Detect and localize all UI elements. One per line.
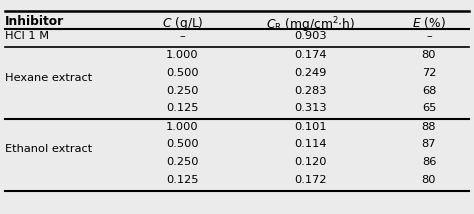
Text: –: – xyxy=(180,31,185,42)
Text: 0.172: 0.172 xyxy=(294,175,327,185)
Text: 0.101: 0.101 xyxy=(294,122,327,132)
Text: Inhibitor: Inhibitor xyxy=(5,15,64,28)
Text: HCl 1 M: HCl 1 M xyxy=(5,31,49,42)
Text: –: – xyxy=(426,31,432,42)
Text: $\mathit{C}$ (g/L): $\mathit{C}$ (g/L) xyxy=(162,15,203,32)
Text: 65: 65 xyxy=(422,103,436,113)
Text: 80: 80 xyxy=(422,50,436,60)
Text: 87: 87 xyxy=(422,140,436,150)
Text: 0.500: 0.500 xyxy=(166,68,199,78)
Text: 80: 80 xyxy=(422,175,436,185)
Text: 0.903: 0.903 xyxy=(294,31,327,42)
Text: 1.000: 1.000 xyxy=(166,122,199,132)
Text: 0.250: 0.250 xyxy=(166,157,199,167)
Text: 0.283: 0.283 xyxy=(294,86,327,96)
Text: 68: 68 xyxy=(422,86,436,96)
Text: Hexane extract: Hexane extract xyxy=(5,73,92,83)
Text: 72: 72 xyxy=(422,68,436,78)
Text: 0.250: 0.250 xyxy=(166,86,199,96)
Text: Ethanol extract: Ethanol extract xyxy=(5,144,92,154)
Text: 86: 86 xyxy=(422,157,436,167)
Text: $\mathit{C}_{\rm R}$ (mg/cm$^{2}$$\cdot$h): $\mathit{C}_{\rm R}$ (mg/cm$^{2}$$\cdot$… xyxy=(266,15,355,35)
Text: $\mathit{E}$ (%): $\mathit{E}$ (%) xyxy=(412,15,446,30)
Text: 0.125: 0.125 xyxy=(166,175,199,185)
Text: 88: 88 xyxy=(422,122,436,132)
Text: 1.000: 1.000 xyxy=(166,50,199,60)
Text: 0.174: 0.174 xyxy=(294,50,327,60)
Text: 0.313: 0.313 xyxy=(294,103,327,113)
Text: 0.120: 0.120 xyxy=(294,157,327,167)
Text: 0.114: 0.114 xyxy=(294,140,327,150)
Text: 0.125: 0.125 xyxy=(166,103,199,113)
Text: 0.249: 0.249 xyxy=(294,68,327,78)
Text: 0.500: 0.500 xyxy=(166,140,199,150)
